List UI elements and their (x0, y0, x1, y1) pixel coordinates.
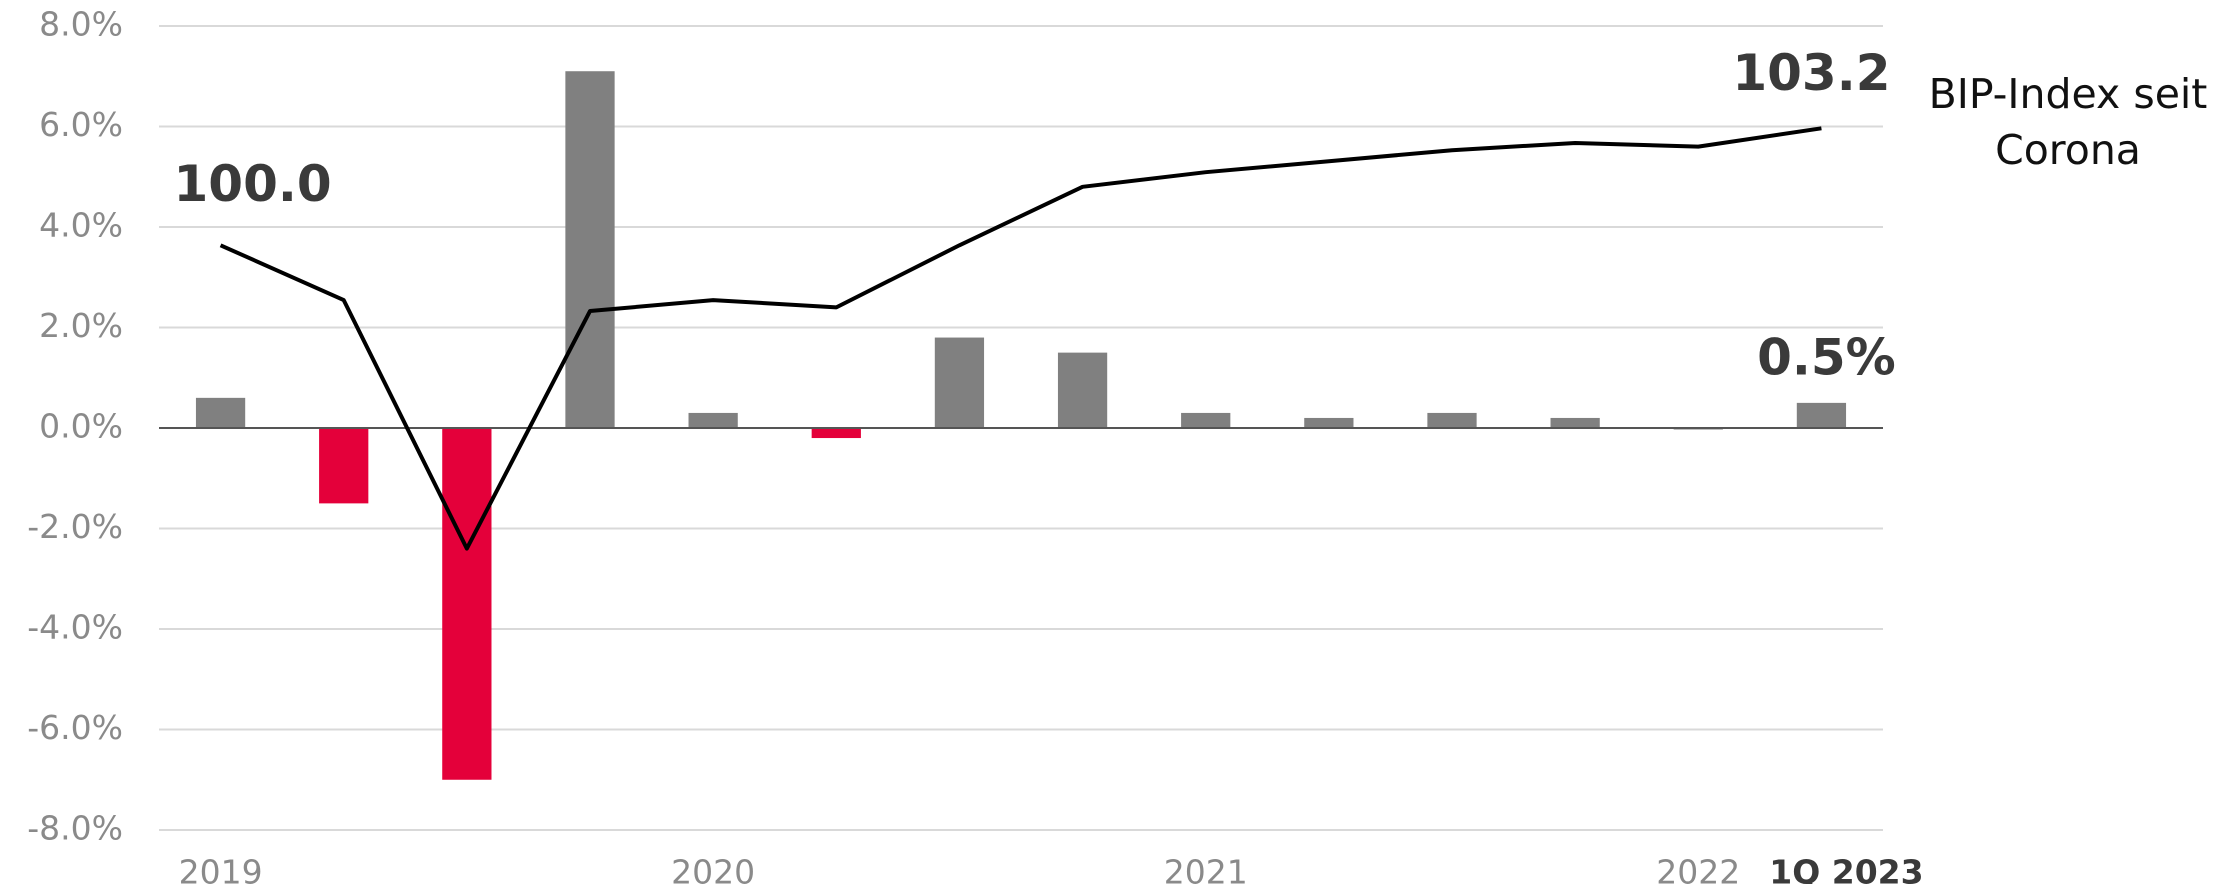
y-tick-label: -8.0% (27, 809, 123, 848)
x-tick-label: 2022 (1656, 853, 1740, 884)
bar (934, 337, 985, 428)
legend-label: BIP-Index seit Corona (1928, 70, 2208, 174)
y-tick-label: -2.0% (27, 507, 123, 546)
bar-value-label: 0.5% (1757, 328, 1896, 386)
bar (811, 428, 861, 439)
bar (319, 428, 369, 504)
x-tick-label: 2019 (179, 853, 263, 884)
bar (1796, 402, 1847, 428)
line (219, 126, 1822, 551)
x-tick-label: 2020 (671, 853, 755, 884)
y-tick-label: 4.0% (39, 206, 123, 245)
legend: BIP-Index seit Corona (1928, 70, 2208, 174)
y-tick-label: 6.0% (39, 105, 123, 144)
bar (195, 397, 246, 428)
bar (688, 412, 738, 428)
y-tick-label: -6.0% (27, 708, 123, 747)
bar (442, 428, 492, 780)
x-tick-label: 1Q 2023 (1769, 853, 1923, 884)
bar (1550, 417, 1600, 428)
line-value-label: 103.2 (1732, 44, 1890, 102)
y-tick-label: 0.0% (39, 407, 123, 446)
bar (1304, 417, 1354, 428)
bar (565, 71, 615, 428)
y-tick-label: -4.0% (27, 608, 123, 647)
bar (1181, 412, 1231, 428)
y-tick-label: 8.0% (39, 5, 123, 44)
bar (1057, 352, 1108, 428)
bar (1427, 412, 1477, 428)
x-tick-label: 2021 (1164, 853, 1248, 884)
line-value-label: 100.0 (173, 155, 331, 213)
y-tick-label: 2.0% (39, 306, 123, 345)
